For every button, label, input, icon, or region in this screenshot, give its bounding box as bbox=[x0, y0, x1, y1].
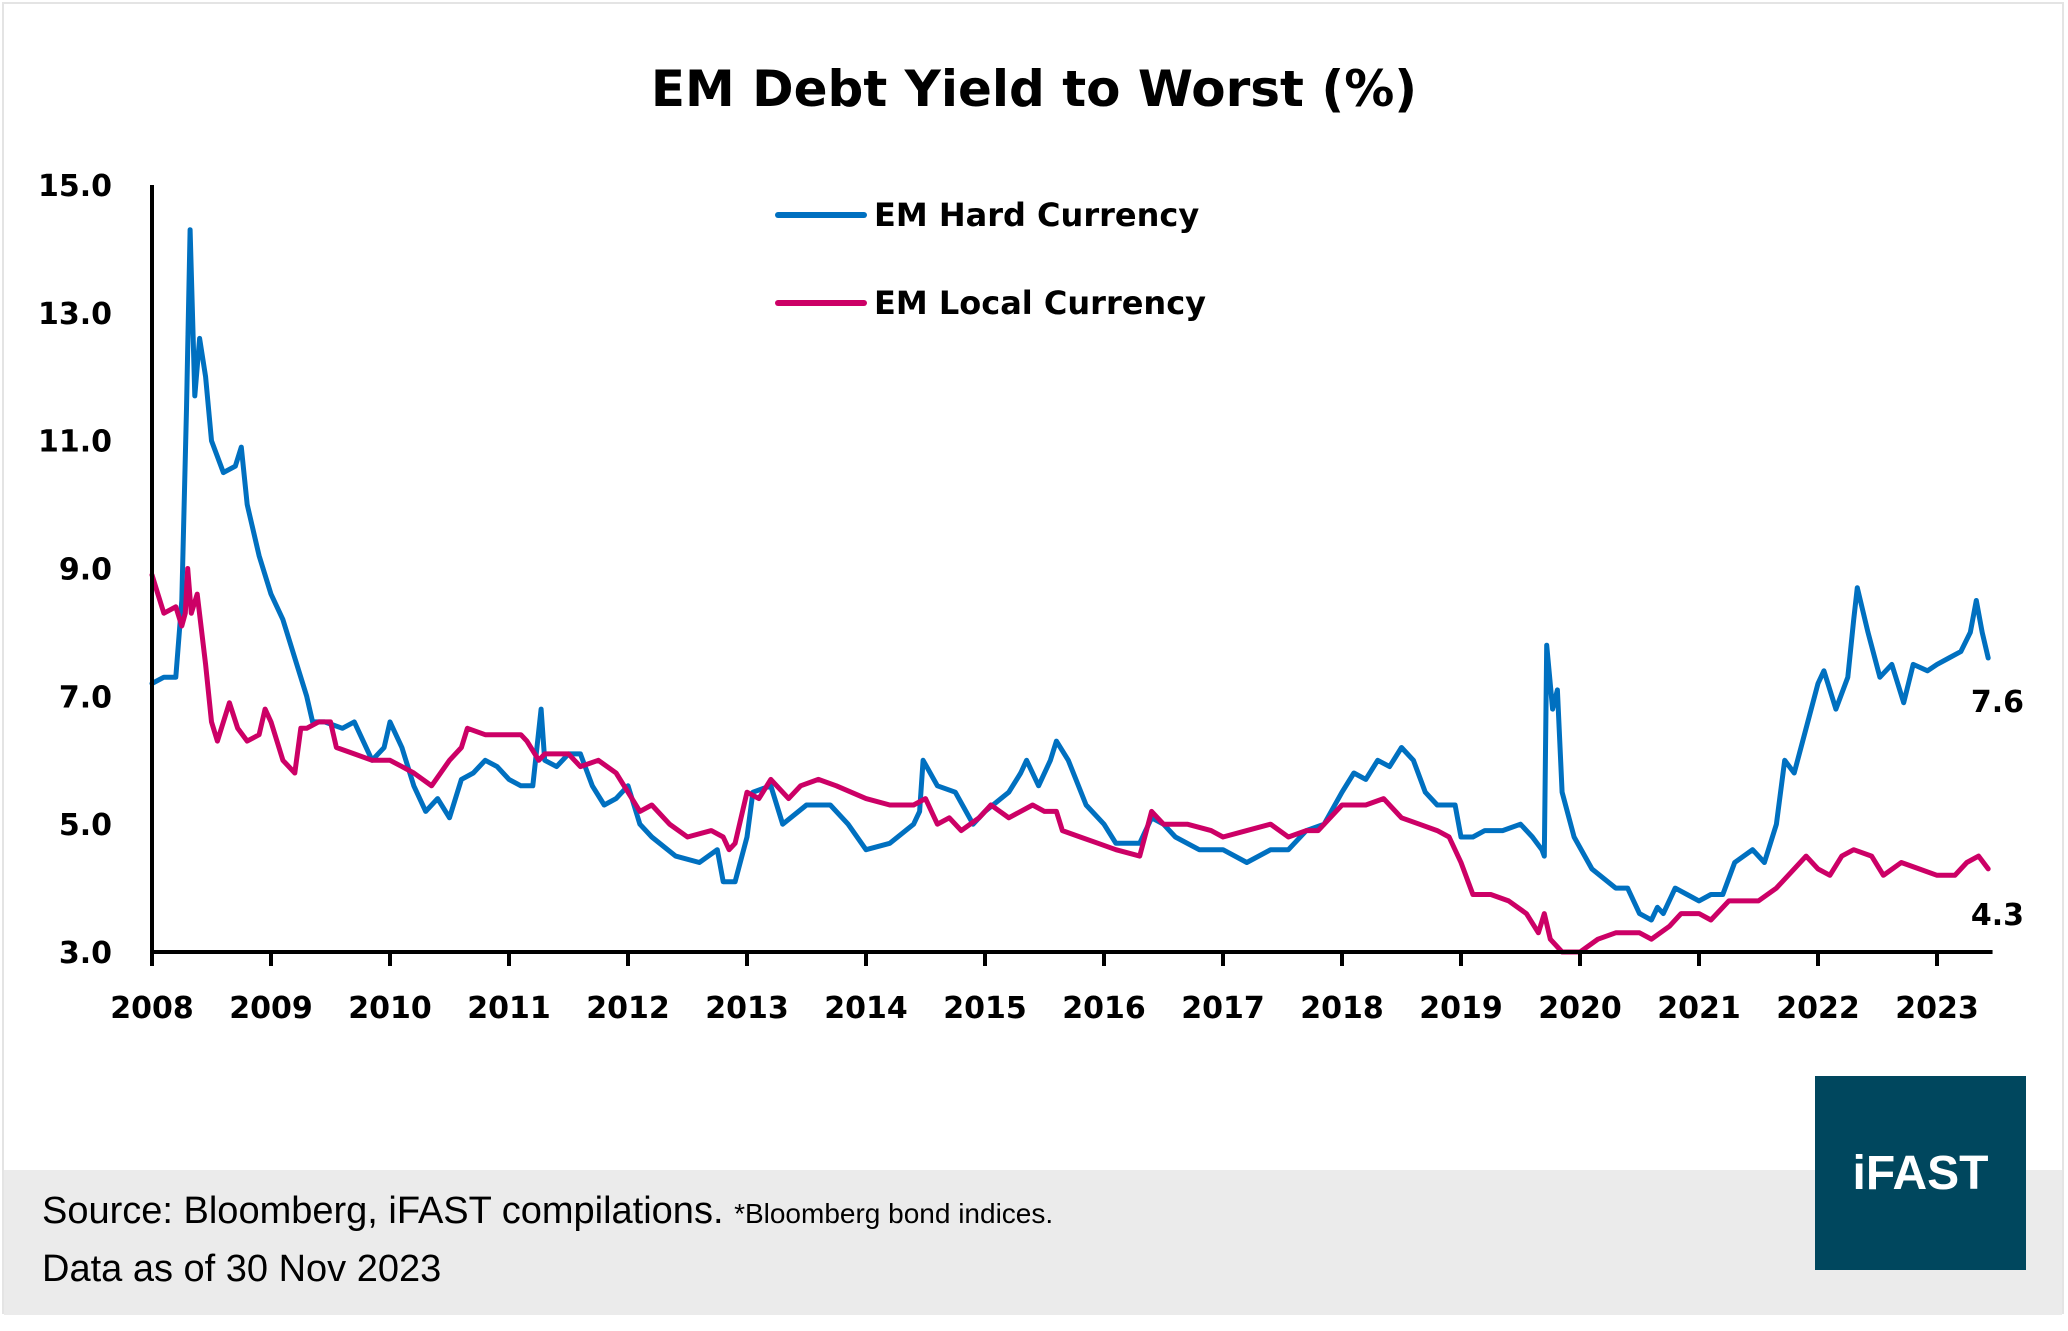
x-tick-label: 2018 bbox=[1300, 991, 1384, 1026]
source-label: Source: Bloomberg, iFAST compilations. bbox=[42, 1190, 724, 1232]
y-tick-label: 13.0 bbox=[38, 297, 112, 332]
x-tick-label: 2015 bbox=[943, 991, 1027, 1026]
x-tick-label: 2008 bbox=[110, 991, 194, 1026]
x-tick-label: 2010 bbox=[348, 991, 432, 1026]
footer-band bbox=[4, 1170, 2062, 1315]
logo-text: iFAST bbox=[1852, 1146, 1989, 1200]
y-tick-label: 9.0 bbox=[59, 553, 112, 588]
y-tick-label: 11.0 bbox=[38, 425, 112, 460]
x-tick-label: 2019 bbox=[1419, 991, 1503, 1026]
x-tick-label: 2014 bbox=[824, 991, 908, 1026]
data-as-of: Data as of 30 Nov 2023 bbox=[42, 1248, 442, 1290]
y-tick-label: 15.0 bbox=[38, 169, 112, 204]
x-tick-label: 2011 bbox=[467, 991, 551, 1026]
x-tick-label: 2022 bbox=[1776, 991, 1860, 1026]
x-tick-label: 2023 bbox=[1895, 991, 1979, 1026]
y-tick-label: 7.0 bbox=[59, 680, 112, 715]
chart-title: EM Debt Yield to Worst (%) bbox=[650, 60, 1418, 118]
source-text: Source: Bloomberg, iFAST compilations. *… bbox=[42, 1190, 1053, 1233]
end-value-label: 7.6 bbox=[1971, 685, 2024, 720]
series-line-local-currency bbox=[149, 566, 1991, 955]
x-tick-label: 2009 bbox=[229, 991, 313, 1026]
legend-label: EM Local Currency bbox=[874, 284, 1206, 322]
legend-label: EM Hard Currency bbox=[874, 196, 1199, 234]
x-tick-label: 2017 bbox=[1181, 991, 1265, 1026]
y-tick-label: 5.0 bbox=[59, 808, 112, 843]
ifast-logo: iFAST bbox=[1815, 1076, 2026, 1270]
end-value-label: 4.3 bbox=[1971, 898, 2024, 933]
x-tick-label: 2012 bbox=[586, 991, 670, 1026]
x-tick-label: 2016 bbox=[1062, 991, 1146, 1026]
line-chart: 3.0 5.0 7.0 9.0 11.0 13.0 15.0 2008 2009 2010 201… bbox=[38, 169, 2024, 1026]
series-line-hard-currency bbox=[149, 227, 1991, 923]
x-tick-label: 2013 bbox=[705, 991, 789, 1026]
x-tick-label: 2021 bbox=[1657, 991, 1741, 1026]
y-tick-label: 3.0 bbox=[59, 936, 112, 971]
source-note: *Bloomberg bond indices. bbox=[734, 1198, 1054, 1229]
x-tick-label: 2020 bbox=[1538, 991, 1622, 1026]
